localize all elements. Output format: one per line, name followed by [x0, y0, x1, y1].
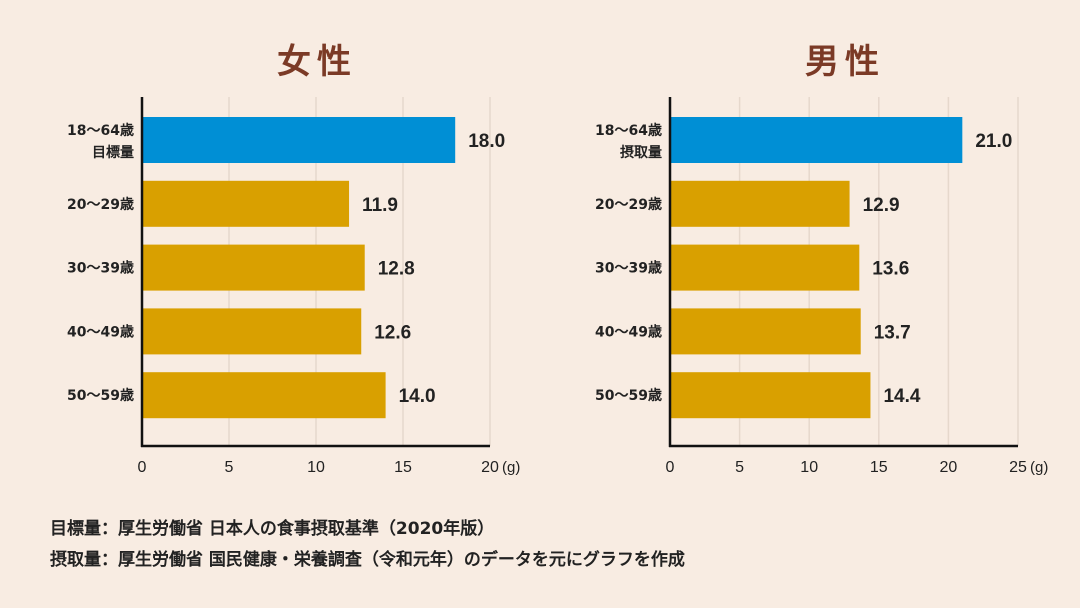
chart-title-male: 男性 — [805, 42, 885, 82]
value-label: 12.6 — [374, 322, 411, 343]
x-tick-label: 0 — [138, 459, 147, 476]
chart-title-female: 女性 — [277, 42, 357, 82]
value-label: 13.6 — [872, 259, 909, 280]
x-tick-label: 10 — [307, 459, 325, 476]
value-label: 12.9 — [863, 195, 900, 216]
bar — [142, 180, 350, 227]
value-label: 12.8 — [378, 259, 415, 280]
category-label: 50〜59歳 — [595, 387, 662, 404]
category-label: 目標量 — [92, 144, 134, 161]
bar — [142, 372, 386, 419]
x-tick-label: 15 — [394, 459, 412, 476]
x-unit-label: (g) — [502, 459, 520, 476]
bar — [670, 372, 871, 419]
x-tick-label: 15 — [870, 459, 888, 476]
category-label: 18〜64歳 — [595, 122, 662, 139]
bar — [142, 117, 456, 163]
value-label: 18.0 — [468, 131, 505, 152]
x-tick-label: 25 — [1009, 459, 1027, 476]
bar — [670, 180, 850, 227]
x-tick-label: 5 — [735, 459, 744, 476]
value-label: 14.0 — [399, 386, 436, 407]
category-label: 50〜59歳 — [67, 387, 134, 404]
x-tick-label: 20 — [481, 459, 499, 476]
bar — [142, 308, 362, 355]
category-label: 30〜39歳 — [67, 260, 134, 277]
source-note-intake: 摂取量：厚生労働省 国民健康・栄養調査（令和元年）のデータを元にグラフを作成 — [50, 550, 685, 570]
source-note-target: 目標量：厚生労働省 日本人の食事摂取基準（2020年版） — [50, 519, 495, 539]
x-tick-label: 5 — [225, 459, 234, 476]
bar — [142, 244, 365, 291]
category-label: 20〜29歳 — [67, 196, 134, 213]
category-label: 摂取量 — [620, 144, 662, 161]
x-unit-label: (g) — [1030, 459, 1048, 476]
x-tick-label: 0 — [666, 459, 675, 476]
x-tick-label: 10 — [800, 459, 818, 476]
value-label: 13.7 — [874, 322, 911, 343]
bar — [670, 308, 861, 355]
category-label: 40〜49歳 — [595, 323, 662, 340]
value-label: 11.9 — [362, 195, 398, 216]
category-label: 40〜49歳 — [67, 323, 134, 340]
bar — [670, 117, 963, 163]
value-label: 21.0 — [975, 131, 1012, 152]
value-label: 14.4 — [883, 386, 920, 407]
category-label: 30〜39歳 — [595, 260, 662, 277]
category-label: 20〜29歳 — [595, 196, 662, 213]
x-tick-label: 20 — [940, 459, 958, 476]
bar — [670, 244, 860, 291]
category-label: 18〜64歳 — [67, 122, 134, 139]
